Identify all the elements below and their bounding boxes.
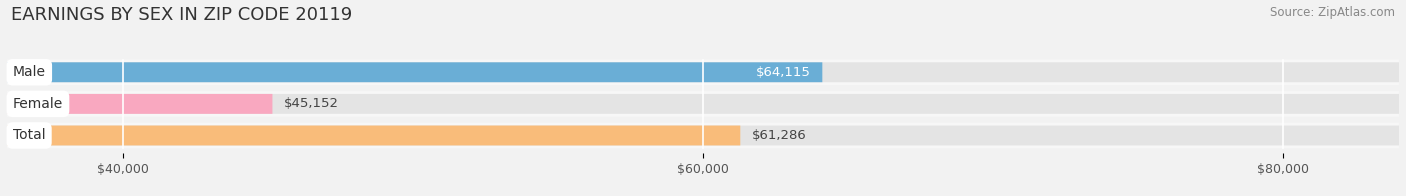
FancyBboxPatch shape	[7, 94, 1399, 114]
Text: EARNINGS BY SEX IN ZIP CODE 20119: EARNINGS BY SEX IN ZIP CODE 20119	[11, 6, 353, 24]
Text: $61,286: $61,286	[752, 129, 807, 142]
FancyBboxPatch shape	[7, 123, 1399, 148]
FancyBboxPatch shape	[7, 91, 1399, 117]
Text: Source: ZipAtlas.com: Source: ZipAtlas.com	[1270, 6, 1395, 19]
Text: Total: Total	[13, 129, 45, 142]
Text: Male: Male	[13, 65, 46, 79]
Text: $45,152: $45,152	[284, 97, 339, 110]
FancyBboxPatch shape	[7, 59, 1399, 85]
Text: Female: Female	[13, 97, 63, 111]
Text: $64,115: $64,115	[756, 66, 811, 79]
FancyBboxPatch shape	[7, 62, 1399, 82]
FancyBboxPatch shape	[7, 125, 1399, 145]
FancyBboxPatch shape	[7, 125, 741, 145]
FancyBboxPatch shape	[7, 62, 823, 82]
FancyBboxPatch shape	[7, 94, 273, 114]
